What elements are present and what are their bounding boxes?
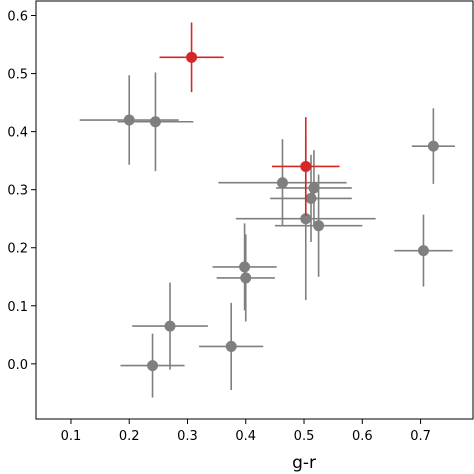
plot-area <box>79 22 455 398</box>
data-point <box>313 220 325 232</box>
data-point <box>123 114 135 126</box>
y-tick-label: 0.4 <box>7 126 28 141</box>
data-point <box>239 261 251 273</box>
x-tick-label: 0.4 <box>235 429 256 444</box>
y-axis-ticks: 0.0 0.1 0.2 0.3 0.4 0.5 0.6 <box>7 10 36 373</box>
x-tick-label: 0.5 <box>294 429 315 444</box>
data-point <box>308 182 320 194</box>
x-tick-label: 0.7 <box>410 429 431 444</box>
data-point <box>186 51 198 63</box>
plot-frame <box>35 0 474 420</box>
data-point <box>305 192 317 204</box>
y-tick-label: 0.5 <box>7 68 28 83</box>
data-point <box>300 213 312 225</box>
data-point <box>300 160 312 172</box>
x-tick-label: 0.2 <box>119 429 140 444</box>
data-point <box>147 360 159 372</box>
y-tick-label: 0.1 <box>7 300 28 315</box>
data-point <box>164 320 176 332</box>
data-point <box>240 272 252 284</box>
data-point <box>427 140 439 152</box>
x-axis-label: g-r <box>292 453 316 473</box>
y-tick-label: 0.0 <box>7 358 28 373</box>
series-1 <box>159 22 340 216</box>
data-point <box>417 245 429 257</box>
x-tick-label: 0.6 <box>352 429 373 444</box>
y-tick-label: 0.3 <box>7 184 28 199</box>
data-point <box>276 177 288 189</box>
y-tick-label: 0.6 <box>7 10 28 25</box>
x-axis-ticks: 0.10.20.30.40.50.60.70 <box>61 419 431 444</box>
x-tick-label: 0.1 <box>61 429 82 444</box>
series-0 <box>79 72 455 398</box>
data-point <box>225 340 237 352</box>
data-point <box>149 116 161 128</box>
x-tick-label: 0.3 <box>177 429 198 444</box>
y-tick-label: 0.2 <box>7 242 28 257</box>
